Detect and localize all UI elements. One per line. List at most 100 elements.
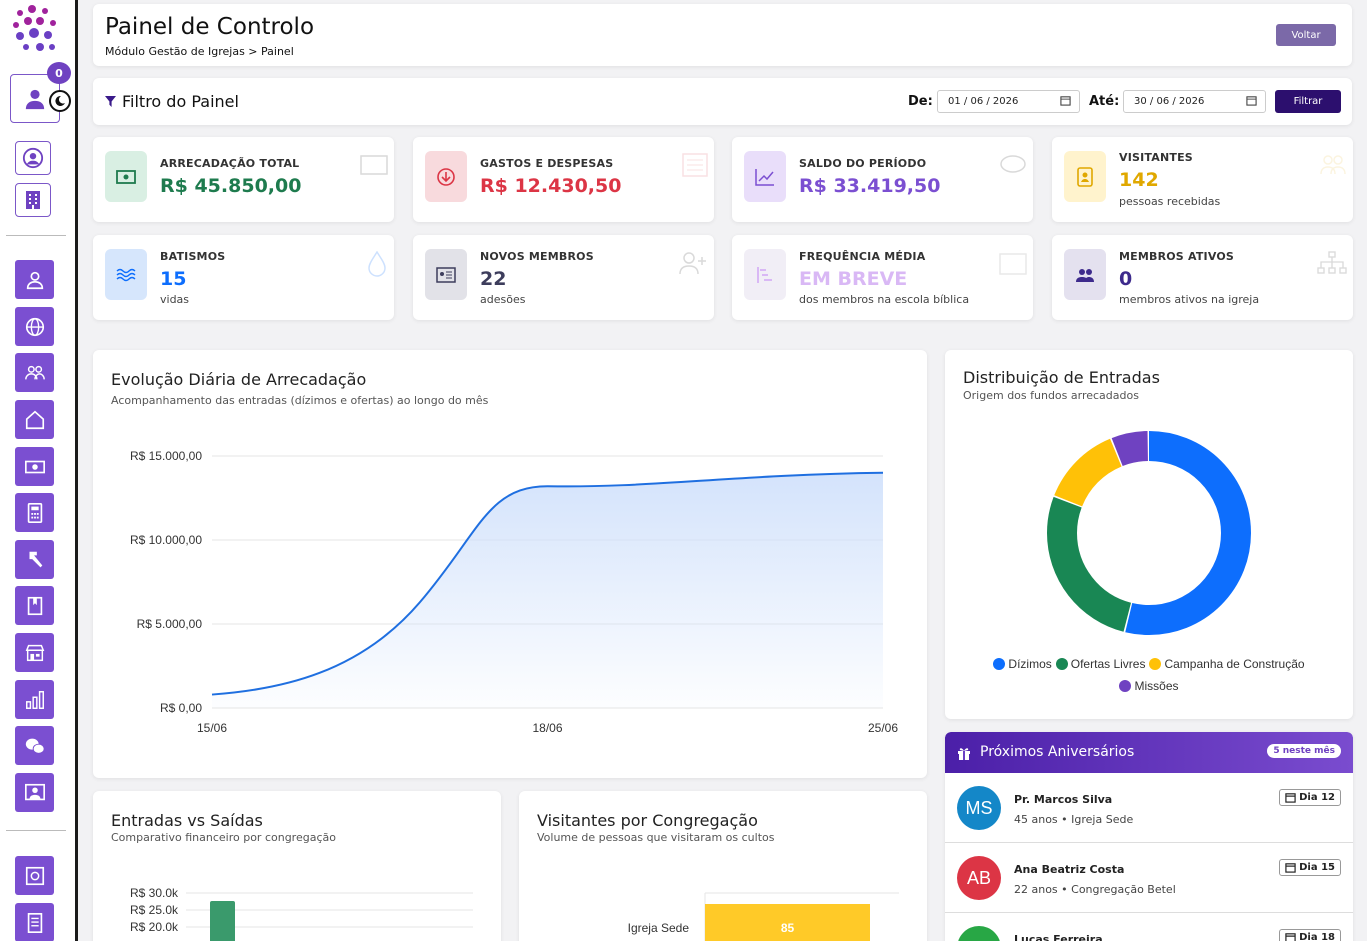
sidebar-divider [6,235,66,236]
stat-value: 15 [160,268,187,290]
sidebar-item-safe[interactable] [15,856,54,895]
stat-sub: pessoas recebidas [1119,195,1221,208]
calendar-icon[interactable] [1246,95,1257,106]
chart-title: Evolução Diária de Arrecadação [111,370,367,389]
legend-item[interactable]: Dízimos [993,657,1052,671]
chart-subtitle: Comparativo financeiro por congregação [111,831,336,844]
filter-bar: Filtro do Painel De: 01 / 06 / 2026 Até:… [93,78,1352,125]
calendar-icon[interactable] [1060,95,1071,106]
stat-card-active-members: MEMBROS ATIVOS 0 membros ativos na igrej… [1052,235,1353,320]
bar-chart-icon [25,690,44,709]
area-fill [212,472,883,708]
id-card-icon [425,249,467,300]
income-donut-chart [1047,431,1251,635]
y-tick-label: R$ 10.000,00 [130,533,202,547]
hammer-icon [29,551,42,567]
back-button[interactable]: Voltar [1276,24,1336,46]
income-distribution-chart-card: Distribuição de Entradas Origem dos fund… [945,350,1353,719]
stat-card-expenses: GASTOS E DESPESAS R$ 12.430,50 [413,137,714,222]
filter-title: Filtro do Painel [105,92,239,111]
arrow-down-circle-icon [425,151,467,202]
birthday-item[interactable]: LF Lucas Ferreira Dia 18 [945,913,1353,941]
journal-bookmark-icon [27,596,42,615]
wallet-icon [360,155,388,175]
stat-label: BATISMOS [160,250,226,263]
birthdays-card: Próximos Aniversários 5 neste mês MS Pr.… [945,732,1353,941]
y-tick-label: R$ 0,00 [160,701,202,715]
birthdays-title: Próximos Aniversários [980,744,1135,760]
filter-title-text: Filtro do Painel [122,92,239,111]
birthday-day-badge: Dia 15 [1279,859,1341,876]
calendar-icon [1285,863,1296,873]
y-tick-label: R$ 20.0k [130,920,179,934]
logo-icon[interactable] [10,3,60,55]
sidebar-item-calculator[interactable] [15,493,54,532]
sidebar-item-journal[interactable] [15,586,54,625]
dark-mode-toggle[interactable] [49,90,71,112]
legend-item[interactable]: Ofertas Livres [1055,657,1146,671]
sidebar-item-groups[interactable] [15,353,54,392]
stat-label: GASTOS E DESPESAS [480,157,614,170]
filter-button[interactable]: Filtrar [1275,90,1341,113]
chart-subtitle: Acompanhamento das entradas (dízimos e o… [111,394,489,407]
stat-card-new-members: NOVOS MEMBROS 22 adesões [413,235,714,320]
stat-value: 22 [480,268,507,290]
chart-title: Visitantes por Congregação [537,811,758,830]
building-button[interactable] [15,183,51,217]
cash-icon [105,151,147,202]
x-tick-label: 15/06 [197,721,227,735]
date-from-input[interactable]: 01 / 06 / 2026 [937,90,1080,113]
user-circle-icon [22,147,44,169]
page-title: Painel de Controlo [105,14,315,40]
calculator-icon [27,502,42,523]
sidebar-item-chat[interactable] [15,726,54,765]
x-tick-label: 25/06 [868,721,898,735]
bar-value-label: 85 [781,921,795,935]
people-icon [24,365,45,379]
stat-sub: membros ativos na igreja [1119,293,1260,306]
sidebar-item-presentation[interactable] [15,773,54,812]
visitors-chart: Igreja Sede 85 [628,892,899,941]
category-label: Igreja Sede [628,921,690,935]
sidebar-item-world[interactable] [15,307,54,346]
account-button[interactable] [15,141,51,175]
badge-icon [1064,151,1106,202]
sidebar-item-reports[interactable] [15,680,54,719]
person-icon [26,271,43,289]
chart-title: Entradas vs Saídas [111,811,263,830]
birthday-item[interactable]: MS Pr. Marcos Silva 45 anos • Igreja Sed… [945,773,1353,843]
y-tick-label: R$ 15.000,00 [130,449,202,463]
water-icon [105,249,147,300]
chart-subtitle: Origem dos fundos arrecadados [963,389,1139,402]
birthday-info: 22 anos • Congregação Betel [1014,883,1176,896]
user-icon [25,89,45,109]
stat-sub: dos membros na escola bíblica [799,293,970,306]
date-to-input[interactable]: 30 / 06 / 2026 [1123,90,1266,113]
sidebar-item-tools[interactable] [15,540,54,579]
legend-item[interactable]: Campanha de Construção [1149,657,1305,671]
birthday-day: Dia 18 [1299,932,1335,941]
y-tick-label: R$ 25.0k [130,903,179,917]
birthdays-header: Próximos Aniversários 5 neste mês [945,732,1353,773]
sidebar-item-members[interactable] [15,260,54,299]
legend-label: Ofertas Livres [1070,657,1146,671]
birthday-name: Lucas Ferreira [1014,933,1103,941]
gantt-icon [744,249,786,300]
legend-item[interactable]: Missões [1119,679,1179,693]
birthday-item[interactable]: AB Ana Beatriz Costa 22 anos • Congregaç… [945,843,1353,913]
avatar: LF [957,926,1001,941]
birthday-name: Pr. Marcos Silva [1014,793,1113,806]
notification-badge: 0 [47,62,71,84]
to-label: Até: [1089,94,1120,109]
sidebar: 0 [0,0,78,941]
people-icon [1320,155,1346,175]
stat-value: 142 [1119,169,1159,191]
sidebar-item-finance[interactable] [15,447,54,486]
sidebar-item-home[interactable] [15,400,54,439]
x-tick-label: 18/06 [532,721,562,735]
sidebar-item-shop[interactable] [15,633,54,672]
daily-revenue-chart-card: Evolução Diária de Arrecadação Acompanha… [93,350,927,778]
breadcrumb: Módulo Gestão de Igrejas > Painel [105,45,294,58]
visitors-by-congregation-card: Visitantes por Congregação Volume de pes… [519,791,927,941]
sidebar-item-documents[interactable] [15,903,54,941]
